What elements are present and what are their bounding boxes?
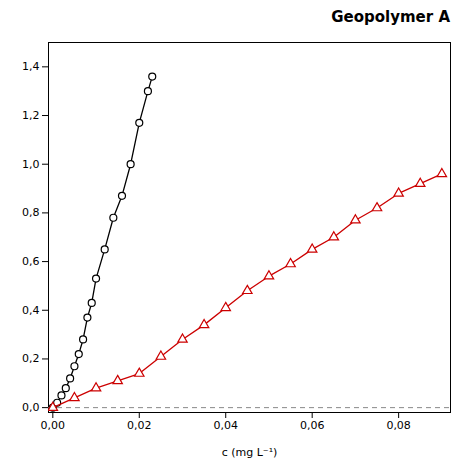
svg-text:1,0: 1,0	[22, 158, 40, 171]
svg-text:0,2: 0,2	[22, 352, 40, 365]
svg-text:0,4: 0,4	[22, 304, 40, 317]
html-text:Geopolymer A: Geopolymer A	[331, 8, 450, 26]
svg-text:0,08: 0,08	[386, 419, 411, 432]
svg-text:0,04: 0,04	[213, 419, 238, 432]
svg-text:c (mg L⁻¹): c (mg L⁻¹)	[222, 446, 278, 459]
svg-text:0,6: 0,6	[22, 255, 40, 268]
svg-text:0,8: 0,8	[22, 206, 40, 219]
svg-text:1,2: 1,2	[22, 109, 40, 122]
svg-text:0,06: 0,06	[300, 419, 325, 432]
svg-text:0,02: 0,02	[127, 419, 152, 432]
svg-text:1,4: 1,4	[22, 60, 40, 73]
svg-text:0,0: 0,0	[22, 401, 40, 414]
svg-text:0,00: 0,00	[41, 419, 66, 432]
